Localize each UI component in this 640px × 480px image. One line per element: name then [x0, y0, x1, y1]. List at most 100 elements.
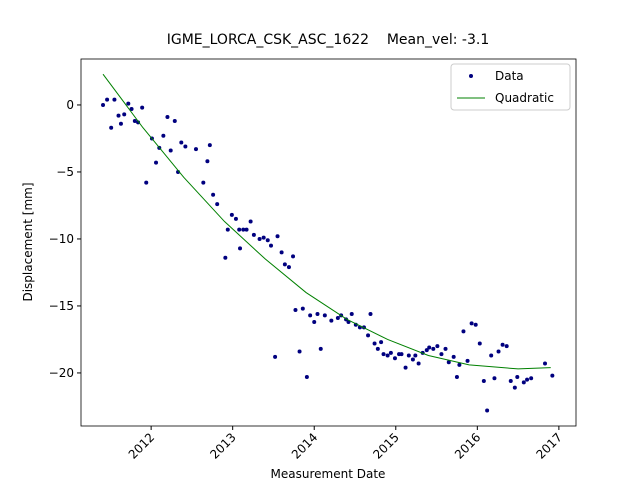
data-point [399, 352, 404, 357]
data-point [461, 329, 466, 334]
data-point [279, 250, 284, 255]
data-point [248, 219, 253, 224]
data-point [515, 374, 520, 379]
data-point [251, 232, 256, 237]
x-tick-label: 2016 [452, 430, 483, 461]
data-point [109, 125, 114, 130]
data-point [161, 133, 166, 138]
data-point [233, 216, 238, 221]
data-point [205, 159, 210, 164]
data-point [379, 340, 384, 345]
data-point [335, 316, 340, 321]
data-point [372, 341, 377, 346]
y-tick-label: −5 [56, 165, 74, 179]
data-point [385, 353, 390, 358]
data-point [300, 306, 305, 311]
data-point [265, 238, 270, 243]
data-point [485, 408, 490, 413]
data-point [481, 378, 486, 383]
y-tick-label: −20 [49, 366, 74, 380]
data-point [269, 243, 274, 248]
x-axis-label: Measurement Date [271, 467, 386, 480]
data-point [529, 376, 534, 381]
data-point [132, 119, 137, 124]
axes-frame [80, 58, 577, 427]
data-point [315, 311, 320, 316]
data-point [431, 346, 436, 351]
data-point [154, 160, 159, 165]
data-point [451, 354, 456, 359]
data-point [304, 374, 309, 379]
data-point [403, 365, 408, 370]
data-point [543, 361, 548, 366]
data-point [349, 311, 354, 316]
data-point [291, 254, 296, 259]
data-point [512, 385, 517, 390]
data-point [413, 353, 418, 358]
data-point [446, 360, 451, 365]
data-point [122, 112, 127, 117]
y-axis-label: Displacement [mm] [21, 182, 35, 301]
data-point [424, 348, 429, 353]
data-point [261, 235, 266, 240]
data-point [392, 356, 397, 361]
x-tick-label: 2014 [289, 430, 320, 461]
x-tick-label: 2017 [533, 430, 564, 461]
data-point [406, 353, 411, 358]
data-point [168, 148, 173, 153]
data-point [229, 212, 234, 217]
data-point [223, 255, 228, 260]
data-point [241, 227, 246, 232]
data-point [443, 346, 448, 351]
data-point [237, 227, 242, 232]
data-point [312, 320, 317, 325]
data-point [308, 313, 313, 318]
data-point [500, 342, 505, 347]
data-point [508, 378, 513, 383]
legend-marker [469, 74, 473, 78]
data-point [454, 374, 459, 379]
data-point [101, 102, 106, 107]
data-point [275, 234, 280, 239]
legend: Data Quadratic [450, 63, 571, 111]
data-point [477, 341, 482, 346]
legend-label: Data [495, 69, 524, 83]
data-point [416, 361, 421, 366]
data-point [504, 344, 509, 349]
data-point [112, 97, 117, 102]
data-point [201, 180, 206, 185]
data-point [211, 192, 216, 197]
x-tick-label: 2015 [370, 430, 401, 461]
data-point [473, 322, 478, 327]
data-point [129, 106, 134, 111]
data-point [496, 349, 501, 354]
x-tick-label: 2013 [207, 430, 238, 461]
data-point [238, 246, 243, 251]
data-point [172, 119, 177, 124]
data-point [322, 313, 327, 318]
x-tick-label: 2012 [126, 430, 157, 461]
data-point [105, 97, 110, 102]
y-tick-label: −10 [49, 232, 74, 246]
y-tick-label: −15 [49, 299, 74, 313]
data-point [525, 377, 530, 382]
data-point [297, 349, 302, 354]
data-point [457, 362, 462, 367]
data-point [318, 346, 323, 351]
data-point [489, 353, 494, 358]
data-point [439, 352, 444, 357]
data-point [381, 352, 386, 357]
data-point [329, 318, 334, 323]
data-point [492, 376, 497, 381]
y-tick-label: 0 [66, 98, 74, 112]
data-point [183, 144, 188, 149]
data-point [293, 307, 298, 312]
data-point [282, 262, 287, 267]
data-point [215, 202, 220, 207]
legend-label: Quadratic [495, 91, 554, 105]
data-point [427, 345, 432, 350]
data-point [244, 227, 249, 232]
data-point [273, 354, 278, 359]
